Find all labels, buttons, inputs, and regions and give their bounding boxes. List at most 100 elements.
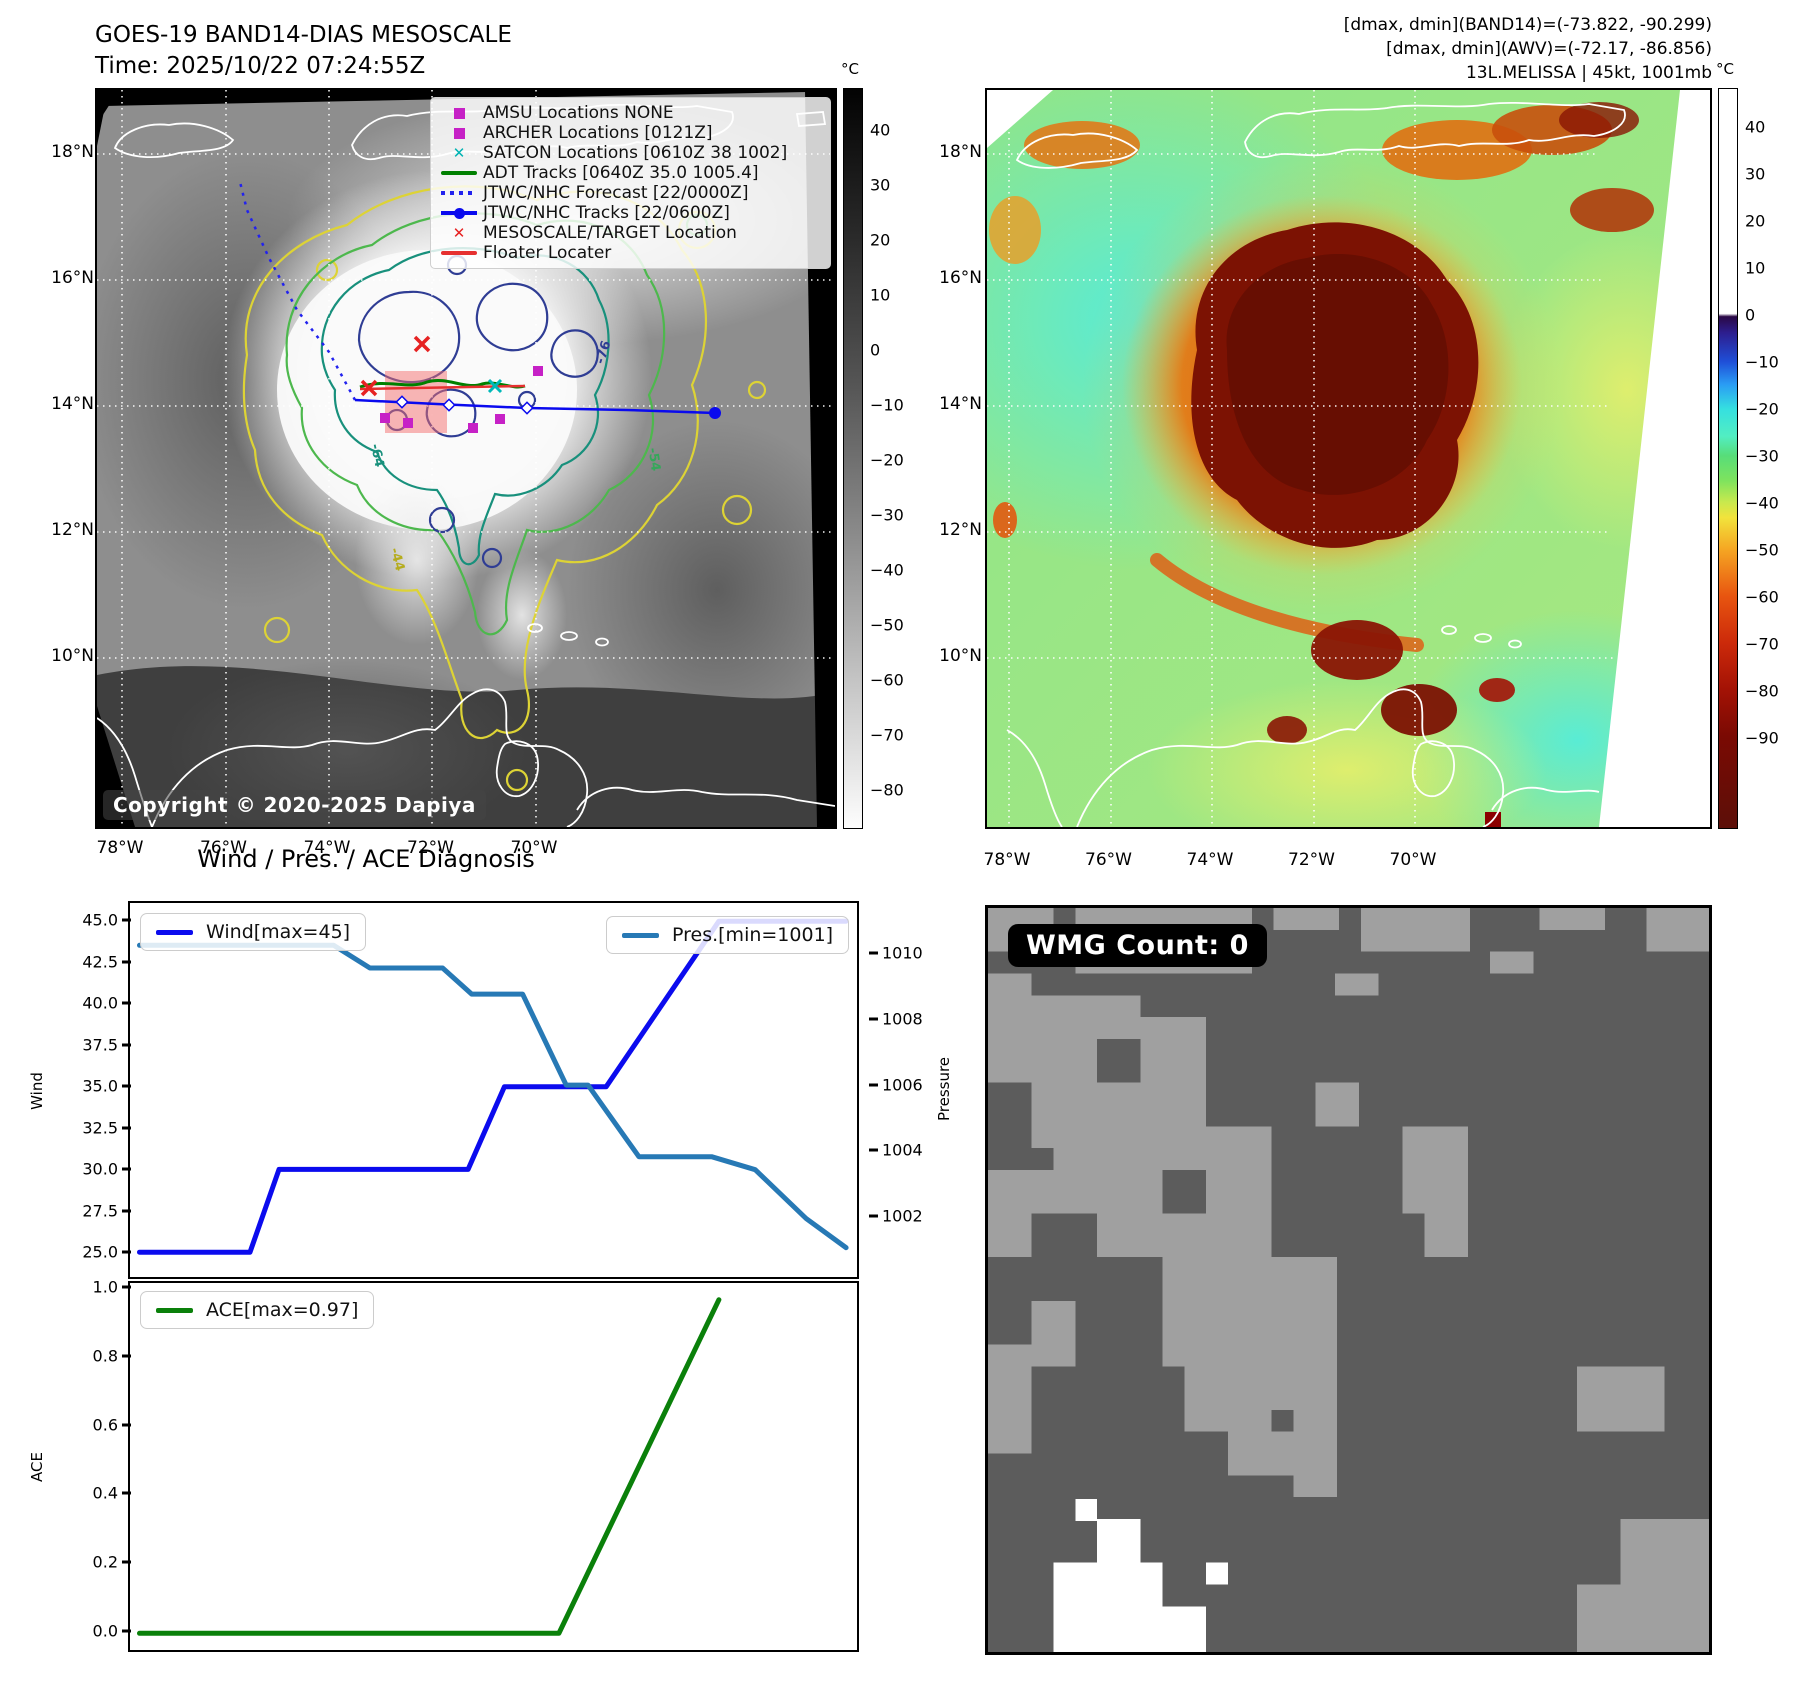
square-marker-icon (435, 127, 483, 139)
colorbar-tick-label: −60 (870, 670, 904, 690)
ace-tick-label: 0.6 (92, 1415, 132, 1435)
ace-chart (128, 1281, 859, 1652)
pressure-tick-label: 1008 (869, 1009, 923, 1029)
graticule (987, 90, 1615, 827)
wmg-panel: WMG Count: 0 (985, 905, 1712, 1655)
wmg-texture (988, 908, 1709, 1652)
coastlines (1006, 101, 1626, 827)
pressure-tick-label: 1002 (869, 1206, 923, 1226)
colorbar-tick-label: −30 (1745, 446, 1779, 466)
wind-tick-label: 27.5 (82, 1201, 131, 1220)
map-legend-label: Floater Locater (483, 243, 612, 263)
lat-tick-label: 14°N (939, 394, 982, 414)
colorbar-tick-label: −70 (870, 725, 904, 745)
colorbar-tick-label: −30 (870, 505, 904, 525)
colorbar-tick-label: −10 (1745, 352, 1779, 372)
enhanced-ir-colorbar-ticks: 40 30 20 10 0 −10 −20 −30 −40 −50 −60 −70 −80 −90 (1745, 118, 1801, 748)
series-Wind[max=45] (137, 918, 849, 1255)
lon-tick-label: 72°W (1288, 850, 1335, 870)
lat-tick-label: 18°N (939, 142, 982, 162)
ace-tick-label: 0.0 (92, 1621, 132, 1641)
wind-tick-label: 32.5 (82, 1118, 131, 1137)
right-map-lat-ticks: 18°N 16°N 14°N 12°N 10°N (894, 142, 982, 666)
wind-tick-label: 25.0 (82, 1242, 131, 1262)
enhanced-ir-colorbar (1718, 88, 1738, 829)
map-legend: AMSU Locations NONE ARCHER Locations [012… (430, 97, 831, 269)
line-dot-marker-icon (435, 207, 483, 219)
contour-label: -54 (644, 446, 663, 473)
wind-tick-label: 40.0 (82, 993, 131, 1013)
ace-tick-label: 0.8 (92, 1346, 132, 1366)
colorbar-tick-label: 30 (1745, 164, 1766, 184)
lon-tick-label: 72°W (407, 838, 454, 858)
map-legend-label: MESOSCALE/TARGET Location (483, 223, 737, 243)
colorbar-tick-label: 10 (870, 285, 891, 305)
x-marker-icon: ✕ (452, 223, 466, 242)
pressure-legend-label: Pres.[min=1001] (672, 924, 834, 946)
left-map-lat-ticks: 18°N 16°N 14°N 12°N 10°N (6, 142, 94, 666)
page-title: GOES-19 BAND14-DIAS MESOSCALE (95, 22, 512, 48)
wind-line-swatch (156, 929, 193, 935)
line-marker-icon (435, 171, 483, 175)
map-legend-item: ADT Tracks [0640Z 35.0 1005.4] (435, 163, 826, 183)
map-legend-label: ADT Tracks [0640Z 35.0 1005.4] (483, 163, 759, 183)
ace-legend: ACE[max=0.97] (140, 1291, 375, 1329)
colorbar-tick-label: −80 (1745, 681, 1779, 701)
x-marker-icon: ✕ (452, 143, 466, 162)
colorbar-tick-label: 0 (870, 340, 881, 360)
wmg-count-badge: WMG Count: 0 (1008, 924, 1267, 967)
enhanced-ir-map (985, 88, 1712, 829)
band14-satellite-map: -76 -64 -54 -44 AMSU Locations NONE ARCHE… (95, 88, 837, 829)
ace-axis-label: ACE (27, 1452, 46, 1482)
map-legend-item: Floater Locater (435, 243, 826, 263)
map-legend-item: ARCHER Locations [0121Z] (435, 123, 826, 143)
colorbar-tick-label: −20 (870, 450, 904, 470)
lon-tick-label: 74°W (1186, 850, 1234, 870)
colorbar-tick-label: −20 (1745, 399, 1779, 419)
storm-status: 13L.MELISSA | 45kt, 1001mb (1465, 63, 1712, 83)
ace-plot (137, 1297, 722, 1636)
colorbar-tick-label: −40 (870, 560, 904, 580)
ace-tick-label: 0.4 (92, 1483, 132, 1503)
map-legend-item: JTWC/NHC Forecast [22/0000Z] (435, 183, 826, 203)
lon-tick-label: 76°W (200, 838, 247, 858)
series-Pres.[min=1001] (137, 942, 849, 1251)
map-legend-item: ✕ SATCON Locations [0610Z 38 1002] (435, 143, 826, 163)
lon-tick-label: 70°W (510, 838, 558, 858)
wind-tick-label: 37.5 (82, 1035, 131, 1054)
map-legend-item: JTWC/NHC Tracks [22/0600Z] (435, 203, 826, 223)
left-panel-title-block: GOES-19 BAND14-DIAS MESOSCALE Time: 2025… (95, 20, 512, 82)
colorbar-tick-label: −80 (870, 780, 904, 800)
map-legend-label: JTWC/NHC Tracks [22/0600Z] (483, 203, 730, 223)
series-ACE[max=0.97] (137, 1297, 722, 1636)
ace-line-swatch (156, 1307, 193, 1313)
pressure-line-swatch (622, 932, 659, 938)
colorbar-tick-label: 40 (870, 120, 891, 140)
map-legend-item: ✕ MESOSCALE/TARGET Location (435, 223, 826, 243)
colorbar-tick-label: 0 (1745, 305, 1756, 325)
colorbar-tick-label: −70 (1745, 634, 1779, 654)
ace-tick-label: 1.0 (92, 1277, 132, 1297)
map-legend-label: ARCHER Locations [0121Z] (483, 123, 713, 143)
colorbar-tick-label: 10 (1745, 258, 1766, 278)
enhanced-ir-image (987, 90, 1710, 827)
colorbar-tick-label: 20 (1745, 211, 1766, 231)
wind-tick-label: 30.0 (82, 1159, 131, 1179)
colorbar-tick-label: −50 (870, 615, 904, 635)
pressure-legend: Pres.[min=1001] (606, 916, 850, 954)
colorbar-tick-label: −10 (870, 395, 904, 415)
lon-tick-label: 70°W (1389, 850, 1437, 870)
colorbar-unit: °C (841, 60, 859, 78)
wind-axis-ticks: 45.0 42.5 40.0 37.5 35.0 32.5 30.0 27.5 25.0 (30, 911, 131, 1262)
colorbar-tick-label: 20 (870, 230, 891, 250)
pressure-axis-ticks: 1010 1008 1006 1004 1002 (869, 944, 952, 1226)
colorbar-tick-label: −40 (1745, 493, 1779, 513)
colorbar-tick-label: 30 (870, 175, 891, 195)
lon-tick-label: 76°W (1085, 850, 1132, 870)
right-panel-header: [dmax, dmin](BAND14)=(-73.822, -90.299) … (1100, 13, 1712, 85)
left-map-lon-ticks: 78°W 76°W 74°W 72°W 70°W (97, 838, 558, 860)
wind-axis-label: Wind (27, 1072, 46, 1110)
map-legend-label: JTWC/NHC Forecast [22/0000Z] (483, 183, 749, 203)
line-marker-icon (435, 251, 483, 255)
